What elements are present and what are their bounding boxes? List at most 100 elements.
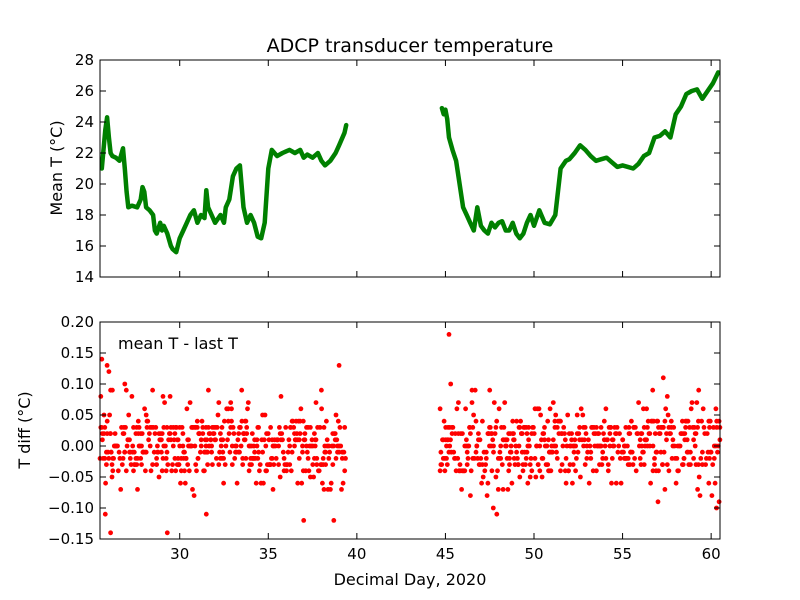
- tdiff-point: [483, 449, 489, 455]
- tdiff-point: [200, 431, 206, 436]
- tdiff-point: [707, 425, 712, 430]
- tdiff-point: [464, 449, 470, 455]
- tdiff-point: [517, 474, 523, 480]
- tdiff-point: [156, 474, 162, 480]
- tdiff-point: [277, 474, 283, 480]
- tdiff-point: [696, 462, 701, 467]
- tdiff-point: [155, 443, 160, 449]
- tdiff-point: [540, 456, 546, 461]
- tdiff-point: [208, 437, 214, 443]
- tdiff-point: [302, 431, 308, 436]
- tdiff-point: [143, 468, 148, 474]
- tdiff-point: [454, 406, 460, 412]
- tdiff-point: [242, 437, 248, 443]
- tdiff-point: [129, 394, 135, 399]
- tdiff-point: [570, 480, 575, 486]
- tdiff-point: [333, 456, 339, 461]
- tdiff-point: [444, 456, 449, 461]
- tdiff-point: [485, 480, 491, 486]
- tdiff-point: [493, 425, 499, 430]
- tdiff-point: [134, 462, 140, 467]
- tdiff-point: [198, 443, 204, 449]
- tdiff-point: [245, 406, 250, 412]
- tdiff-point: [691, 437, 696, 443]
- tdiff-point: [665, 412, 671, 418]
- tdiff-point: [572, 437, 578, 443]
- tdiff-point: [332, 431, 338, 436]
- tdiff-point: [153, 425, 159, 430]
- tdiff-point: [531, 425, 536, 430]
- tdiff-outlier-point: [106, 369, 112, 374]
- tdiff-point: [696, 474, 702, 480]
- tdiff-point: [219, 425, 225, 430]
- tdiff-point: [539, 474, 545, 480]
- tdiff-point: [695, 487, 700, 492]
- tdiff-outlier-point: [331, 518, 337, 523]
- tdiff-point: [464, 462, 470, 467]
- temperature-axes-frame: [99, 59, 721, 278]
- tdiff-point: [227, 449, 233, 455]
- temperature-y-tick-label: 20: [75, 175, 94, 193]
- tdiff-point: [602, 443, 608, 449]
- chart-title: ADCP transducer temperature: [267, 35, 554, 57]
- tdiff-point: [182, 449, 187, 455]
- tdiff-point: [262, 412, 268, 418]
- tdiff-point: [586, 437, 591, 443]
- tdiff-point: [131, 449, 137, 455]
- tdiff-point: [470, 425, 476, 430]
- tdiff-point: [257, 468, 262, 474]
- tdiff-point: [327, 449, 332, 455]
- tdiff-point: [652, 462, 657, 467]
- tdiff-point: [505, 487, 511, 492]
- tdiff-point: [641, 449, 646, 455]
- tdiff-outlier-point: [660, 375, 666, 381]
- tdiff-point: [656, 468, 661, 474]
- tdiff-point: [110, 468, 116, 474]
- tdiff-point: [154, 456, 160, 461]
- tdiff-point: [209, 449, 215, 455]
- tdiff-point: [163, 456, 169, 461]
- tdiff-y-ticks: −0.15 −0.10 −0.05 0.00 0.05 0.10 0.15 0.20: [48, 313, 720, 548]
- tdiff-point: [333, 412, 339, 418]
- tdiff-point: [494, 418, 500, 424]
- tdiff-point: [334, 437, 340, 443]
- tdiff-point: [167, 394, 173, 399]
- tdiff-point: [216, 400, 222, 405]
- tdiff-point: [457, 462, 463, 467]
- tdiff-point: [489, 468, 495, 474]
- tdiff-point: [246, 468, 252, 474]
- tdiff-point: [554, 425, 560, 430]
- tdiff-point: [256, 425, 261, 430]
- tdiff-point: [603, 456, 609, 461]
- tdiff-point: [230, 425, 236, 430]
- tdiff-point: [601, 431, 606, 436]
- tdiff-point: [499, 462, 505, 467]
- tdiff-point: [527, 462, 533, 467]
- tdiff-point: [664, 437, 669, 443]
- tdiff-point: [119, 462, 125, 467]
- tdiff-point: [260, 449, 265, 455]
- tdiff-point: [528, 456, 534, 461]
- tdiff-point: [320, 480, 325, 486]
- tdiff-point: [170, 462, 175, 467]
- tdiff-point: [527, 474, 533, 480]
- tdiff-point: [524, 431, 530, 436]
- tdiff-point: [214, 425, 220, 430]
- tdiff-point: [660, 462, 665, 467]
- tdiff-point: [249, 462, 254, 467]
- tdiff-point: [162, 400, 168, 405]
- tdiff-point: [240, 462, 246, 467]
- tdiff-point: [670, 437, 676, 443]
- tdiff-point: [182, 468, 187, 474]
- tdiff-point: [478, 456, 484, 461]
- tdiff-point: [523, 462, 528, 467]
- tdiff-point: [611, 443, 617, 449]
- x-tick-label: 50: [524, 545, 543, 563]
- tdiff-point: [537, 443, 543, 449]
- tdiff-point: [711, 456, 717, 461]
- tdiff-point: [710, 462, 716, 467]
- tdiff-point: [152, 431, 158, 436]
- tdiff-point: [464, 437, 469, 443]
- tdiff-point: [577, 425, 582, 430]
